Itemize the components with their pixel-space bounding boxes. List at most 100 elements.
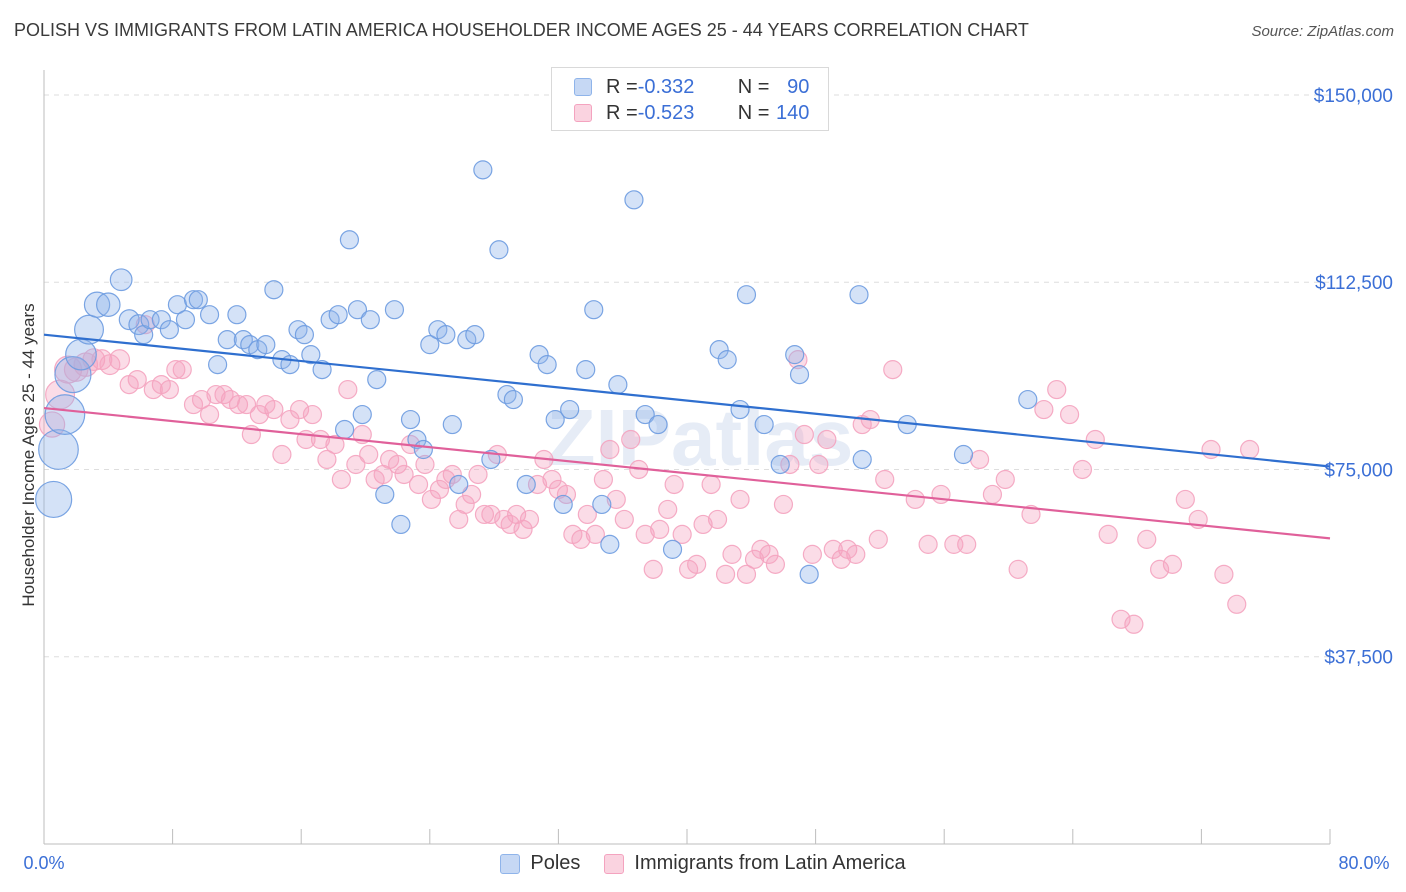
poles-point xyxy=(96,292,121,317)
latin-america-point xyxy=(99,354,121,376)
poles-point xyxy=(584,300,604,320)
poles-point xyxy=(74,314,105,345)
watermark: ZIPatlas xyxy=(547,393,854,482)
latin-legend-label: Immigrants from Latin America xyxy=(634,852,906,874)
latin-america-point xyxy=(519,509,540,530)
poles-point xyxy=(288,320,308,340)
latin-america-point xyxy=(918,534,938,554)
latin-america-point xyxy=(280,409,300,430)
latin-america-point xyxy=(436,469,456,490)
poles-point xyxy=(38,429,79,470)
poles-point xyxy=(420,335,440,355)
latin-america-point xyxy=(317,449,337,470)
grid-lines xyxy=(44,94,1330,658)
latin-america-point xyxy=(600,439,620,460)
x-tick-marks xyxy=(43,829,1331,844)
latin-america-point xyxy=(1072,459,1093,480)
r-value: -0.332 xyxy=(637,75,695,98)
poles-point xyxy=(301,345,321,365)
poles-point xyxy=(352,404,372,425)
legend-item-poles: Poles xyxy=(500,852,580,875)
poles-point xyxy=(264,280,284,300)
latin-america-point xyxy=(494,509,514,530)
poles-point xyxy=(436,325,456,345)
latin-america-point xyxy=(614,509,634,530)
latin-america-point xyxy=(461,484,482,505)
poles-point xyxy=(128,314,150,336)
poles-point xyxy=(188,290,208,310)
legend-item-latin: Immigrants from Latin America xyxy=(604,852,906,875)
r-value: -0.523 xyxy=(637,101,695,124)
n-label: N = xyxy=(737,75,770,98)
poles-point xyxy=(1018,389,1038,410)
poles-point xyxy=(754,414,774,435)
y-tick-label: $112,500 xyxy=(1315,273,1393,294)
poles-point xyxy=(367,370,387,390)
latin-america-point xyxy=(577,504,597,525)
latin-america-point xyxy=(264,399,284,420)
poles-point xyxy=(592,494,612,515)
poles-point xyxy=(465,325,485,345)
poles-point xyxy=(175,310,196,330)
poles-point xyxy=(553,494,573,515)
poles-point xyxy=(789,365,810,385)
poles-trend-line xyxy=(43,333,1331,468)
poles-legend-swatch xyxy=(500,853,521,874)
latin-america-point xyxy=(905,489,925,510)
latin-america-point xyxy=(1175,489,1195,510)
poles-point xyxy=(503,389,523,410)
latin-america-point xyxy=(687,554,707,574)
y-tick-label: $150,000 xyxy=(1314,86,1393,107)
poles-point xyxy=(256,335,276,355)
poles-point xyxy=(852,449,872,470)
r-label: R = xyxy=(606,75,638,98)
poles-point xyxy=(384,300,405,320)
latin-america-point xyxy=(199,404,220,425)
latin-america-point xyxy=(883,360,903,380)
latin-america-point xyxy=(765,554,786,574)
latin-america-point xyxy=(809,454,829,475)
latin-america-point xyxy=(730,489,750,510)
latin-america-point xyxy=(1111,609,1131,629)
latin-america-point xyxy=(388,454,408,475)
latin-america-point xyxy=(701,474,721,495)
latin-america-point xyxy=(982,484,1003,505)
latin-america-point xyxy=(1034,399,1054,420)
latin-america-point xyxy=(606,489,626,510)
r-label: R = xyxy=(606,101,638,124)
latin-america-point xyxy=(442,464,462,485)
n-label: N = xyxy=(737,101,770,124)
n-value: 90 xyxy=(787,75,810,98)
poles-point xyxy=(233,330,253,350)
latin-america-point xyxy=(1240,439,1260,460)
poles-point xyxy=(576,360,596,380)
latin-america-point xyxy=(707,509,728,530)
y-tick-label: $75,000 xyxy=(1324,460,1393,481)
poles-point xyxy=(199,305,220,325)
poles-point xyxy=(709,340,729,360)
latin-america-point xyxy=(127,370,147,390)
x-tick-label-max: 80.0% xyxy=(1338,853,1389,873)
latin-america-point xyxy=(302,404,323,425)
latin-america-point xyxy=(109,349,131,371)
latin-america-point xyxy=(1137,529,1157,549)
poles-point xyxy=(109,268,133,292)
latin-america-point xyxy=(995,469,1015,490)
latin-america-point xyxy=(831,549,851,569)
poles-point xyxy=(635,404,655,425)
poles-point xyxy=(953,444,974,465)
poles-point xyxy=(624,190,644,210)
latin-america-point xyxy=(1085,429,1105,450)
legend-row-latin: R = -0.523 N = 140 xyxy=(574,100,809,126)
y-axis-label: Householder Income Ages 25 - 44 years xyxy=(19,303,38,606)
y-tick-labels: $37,500 $75,000 $112,500 $150,000 xyxy=(1314,86,1393,669)
poles-point xyxy=(227,305,247,325)
poles-point xyxy=(339,230,360,250)
latin-america-point xyxy=(249,404,270,425)
poles-point xyxy=(608,374,628,395)
latin-america-point xyxy=(468,464,488,485)
latin-america-point xyxy=(1008,559,1028,579)
poles-point xyxy=(360,310,380,330)
poles-point xyxy=(442,414,462,435)
